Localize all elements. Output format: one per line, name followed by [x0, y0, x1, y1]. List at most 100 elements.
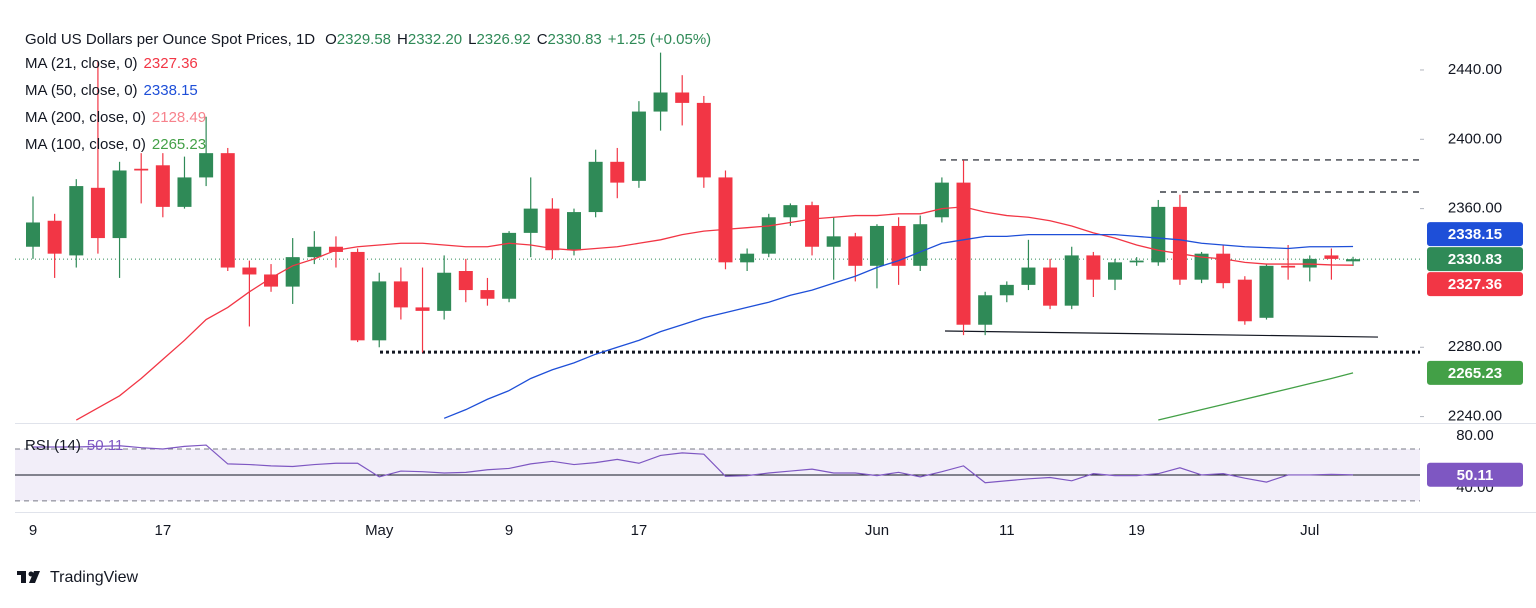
- rsi-legend: RSI (14) 50.11: [25, 437, 123, 454]
- x-tick-label: Jul: [1300, 522, 1319, 539]
- ohlc-value: 2326.92: [476, 31, 530, 48]
- legend: Gold US Dollars per Ounce Spot Prices, 1…: [25, 31, 711, 454]
- candle-body: [610, 161, 625, 183]
- logo-part: [21, 571, 26, 583]
- x-tick-label: 17: [631, 522, 648, 539]
- rsi-line: [33, 444, 1354, 484]
- x-tick-label: 11: [999, 522, 1015, 539]
- price-tag-label: 50.11: [1457, 467, 1494, 484]
- candle-body: [675, 92, 690, 103]
- x-tick-label: 9: [29, 522, 37, 539]
- legend-name: MA (100, close, 0): [25, 136, 146, 153]
- candle-body: [1216, 253, 1231, 284]
- rsi-pane: [15, 444, 1420, 502]
- candle-body: [567, 212, 581, 251]
- candle-body: [1281, 265, 1296, 268]
- change: +1.25 (+0.05%): [608, 31, 711, 48]
- candle-body: [956, 182, 971, 325]
- y-tick-label: 2240.00: [1448, 408, 1502, 425]
- x-tick-label: May: [365, 522, 394, 539]
- candle-body: [26, 222, 40, 247]
- candle-body: [718, 177, 733, 263]
- price-pane: [15, 52, 1420, 421]
- x-tick-label: 9: [505, 522, 513, 539]
- candle-body: [653, 92, 668, 112]
- legend-value: 2338.15: [144, 82, 198, 99]
- candle-body: [1086, 255, 1101, 280]
- candle-body: [177, 177, 192, 207]
- legend-value: 2265.23: [152, 136, 206, 153]
- price-tag: [1427, 462, 1523, 487]
- legend-entry: MA (100, close, 0) 2265.23: [25, 136, 206, 153]
- candle-body: [1237, 279, 1252, 322]
- candle-body: [1346, 259, 1361, 262]
- candle-body: [242, 267, 257, 275]
- legend-name: MA (200, close, 0): [25, 109, 146, 126]
- price-tag: [1427, 360, 1523, 385]
- candle-body: [1151, 206, 1166, 263]
- price-tag: [1427, 247, 1523, 272]
- legend-entry: MA (200, close, 0) 2128.49: [25, 109, 206, 126]
- y-tick-label: 2440.00: [1448, 61, 1502, 78]
- header: Gold US Dollars per Ounce Spot Prices, 1…: [25, 31, 711, 48]
- legend-name: RSI (14): [25, 437, 81, 454]
- candle-body: [1259, 265, 1274, 318]
- legend-name: MA (50, close, 0): [25, 82, 138, 99]
- candle-body: [372, 281, 387, 341]
- candle-body: [545, 208, 560, 251]
- candle-body: [480, 290, 495, 299]
- x-tick-label: 19: [1128, 522, 1145, 539]
- candle-body: [502, 232, 517, 299]
- candle-body: [1021, 267, 1036, 285]
- price-tag: [1427, 272, 1523, 297]
- candle-body: [1172, 206, 1187, 280]
- candle-body: [90, 187, 105, 239]
- candle-body: [328, 246, 343, 252]
- candle-body: [350, 251, 365, 341]
- candle-body: [112, 170, 127, 239]
- ohlc-value: 2329.58: [337, 31, 391, 48]
- level-line: [944, 330, 1379, 338]
- legend-value: 50.11: [87, 437, 123, 454]
- branding: TradingView: [17, 569, 138, 586]
- ohlc-key: C: [537, 31, 548, 48]
- ohlc-value: 2330.83: [548, 31, 602, 48]
- brand-name: TradingView: [50, 569, 138, 586]
- price-tag-label: 2265.23: [1448, 365, 1502, 382]
- candle-body: [978, 295, 993, 325]
- price-tag-label: 2330.83: [1448, 251, 1502, 268]
- candle-body: [631, 111, 646, 181]
- legend-value: 2327.36: [144, 55, 198, 72]
- ohlc-key: H: [397, 31, 408, 48]
- x-tick-label: 17: [154, 522, 171, 539]
- price-tag-label: 2338.15: [1448, 226, 1502, 243]
- candle-body: [696, 102, 711, 178]
- candle-body: [285, 257, 300, 287]
- candle-body: [805, 205, 820, 247]
- ohlc-key: O: [325, 31, 337, 48]
- candle-body: [458, 271, 473, 291]
- candle-body: [1043, 267, 1058, 306]
- candle-body: [740, 253, 755, 263]
- candle-body: [783, 205, 798, 218]
- candle-body: [155, 165, 170, 207]
- ohlc-value: 2332.20: [408, 31, 462, 48]
- legend-name: MA (21, close, 0): [25, 55, 138, 72]
- x-tick-label: Jun: [865, 522, 889, 539]
- candle-body: [848, 236, 863, 266]
- candle-body: [1064, 255, 1079, 306]
- price-tag: [1427, 222, 1523, 247]
- candle-body: [415, 307, 430, 311]
- candle-body: [1302, 258, 1317, 268]
- candle-body: [761, 217, 776, 254]
- candle-body: [934, 182, 949, 218]
- candle-body: [1129, 260, 1144, 263]
- title: Gold US Dollars per Ounce Spot Prices, 1…: [25, 31, 315, 48]
- legend-value: 2128.49: [152, 109, 206, 126]
- legend-entry: MA (21, close, 0) 2327.36: [25, 55, 198, 72]
- moving-average: [75, 206, 1354, 421]
- moving-average: [1158, 372, 1354, 421]
- legend-entry: MA (50, close, 0) 2338.15: [25, 82, 198, 99]
- candle-body: [307, 246, 322, 258]
